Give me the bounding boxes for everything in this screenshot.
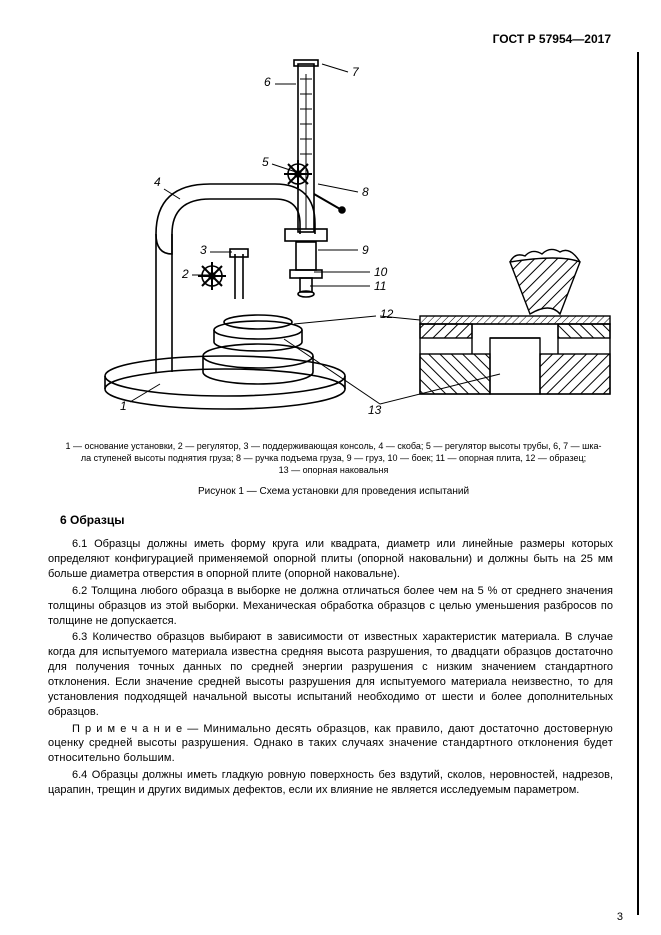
- callout-3: 3: [200, 243, 207, 257]
- figure-1: 1 2 3 4 5 6 7 8 9 10 11 12 13: [60, 54, 620, 434]
- callout-6: 6: [264, 75, 271, 89]
- figure-caption: Рисунок 1 — Схема установки для проведен…: [48, 486, 631, 497]
- callout-1: 1: [120, 399, 127, 413]
- callout-12: 12: [380, 307, 394, 321]
- para-6-2: 6.2 Толщина любого образца в выборке не …: [48, 584, 613, 629]
- para-6-3: 6.3 Количество образцов выбирают в завис…: [48, 630, 613, 719]
- legend-line-2: ла ступеней высоты поднятия груза; 8 — р…: [81, 453, 586, 463]
- callout-9: 9: [362, 243, 369, 257]
- page-container: ГОСТ Р 57954—2017: [0, 0, 661, 935]
- callout-7: 7: [352, 65, 360, 79]
- legend-line-1: 1 — основание установки, 2 — регулятор, …: [65, 441, 601, 451]
- callout-8: 8: [362, 185, 369, 199]
- right-border: [637, 52, 639, 915]
- para-6-4: 6.4 Образцы должны иметь гладкую ровную …: [48, 768, 613, 798]
- page-number: 3: [617, 911, 623, 923]
- section-6-title: 6 Образцы: [60, 513, 631, 527]
- legend-line-3: 13 — опорная наковальня: [279, 465, 389, 475]
- section-6-body: 6.1 Образцы должны иметь форму круга или…: [48, 537, 631, 797]
- para-6-1: 6.1 Образцы должны иметь форму круга или…: [48, 537, 613, 582]
- callout-11: 11: [374, 279, 386, 293]
- callout-10: 10: [374, 265, 388, 279]
- apparatus-diagram-icon: 1 2 3 4 5 6 7 8 9 10 11 12 13: [60, 54, 620, 434]
- callout-5: 5: [262, 155, 269, 169]
- callout-4: 4: [154, 175, 161, 189]
- document-id: ГОСТ Р 57954—2017: [48, 32, 631, 46]
- note-6-3: П р и м е ч а н и е — Минимально десять …: [48, 722, 613, 767]
- figure-legend: 1 — основание установки, 2 — регулятор, …: [56, 440, 623, 476]
- callout-2: 2: [181, 267, 189, 281]
- callout-13: 13: [368, 403, 382, 417]
